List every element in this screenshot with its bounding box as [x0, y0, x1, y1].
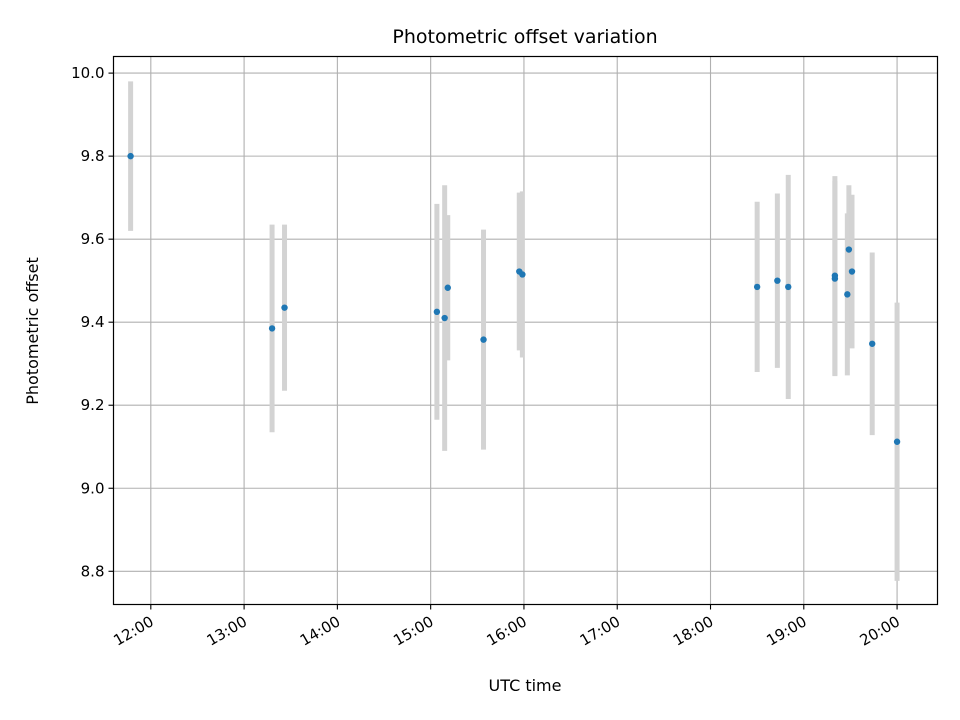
data-point [844, 291, 851, 298]
data-point [480, 336, 487, 343]
data-point [268, 325, 276, 332]
data-point [433, 308, 441, 316]
data-point [753, 283, 761, 291]
data-points [127, 152, 901, 445]
data-point [893, 438, 901, 445]
data-point [444, 284, 451, 291]
data-point [831, 272, 839, 279]
data-point [845, 246, 853, 253]
data-point [281, 304, 288, 311]
y-tick-label: 9.2 [81, 396, 105, 414]
y-tick-label: 9.0 [81, 479, 105, 497]
data-point [519, 271, 526, 278]
data-point [441, 314, 448, 322]
data-point [869, 340, 876, 347]
plot-frame [112, 55, 939, 606]
y-tick-label: 9.6 [81, 230, 105, 248]
data-point [774, 277, 781, 284]
y-axis-ticks: 8.8 9.0 9.2 9.4 9.6 9.8 10.0 [71, 64, 114, 580]
data-point [848, 268, 856, 275]
y-tick-label: 9.8 [81, 147, 105, 165]
data-point [127, 152, 134, 160]
y-tick-label: 9.4 [81, 313, 105, 331]
y-tick-label: 8.8 [81, 562, 105, 580]
y-axis-title: Photometric offset [23, 257, 42, 405]
data-point [785, 283, 792, 291]
y-tick-label: 10.0 [71, 64, 104, 82]
x-axis-title: UTC time [489, 676, 562, 695]
chart-title: Photometric offset variation [392, 26, 657, 48]
